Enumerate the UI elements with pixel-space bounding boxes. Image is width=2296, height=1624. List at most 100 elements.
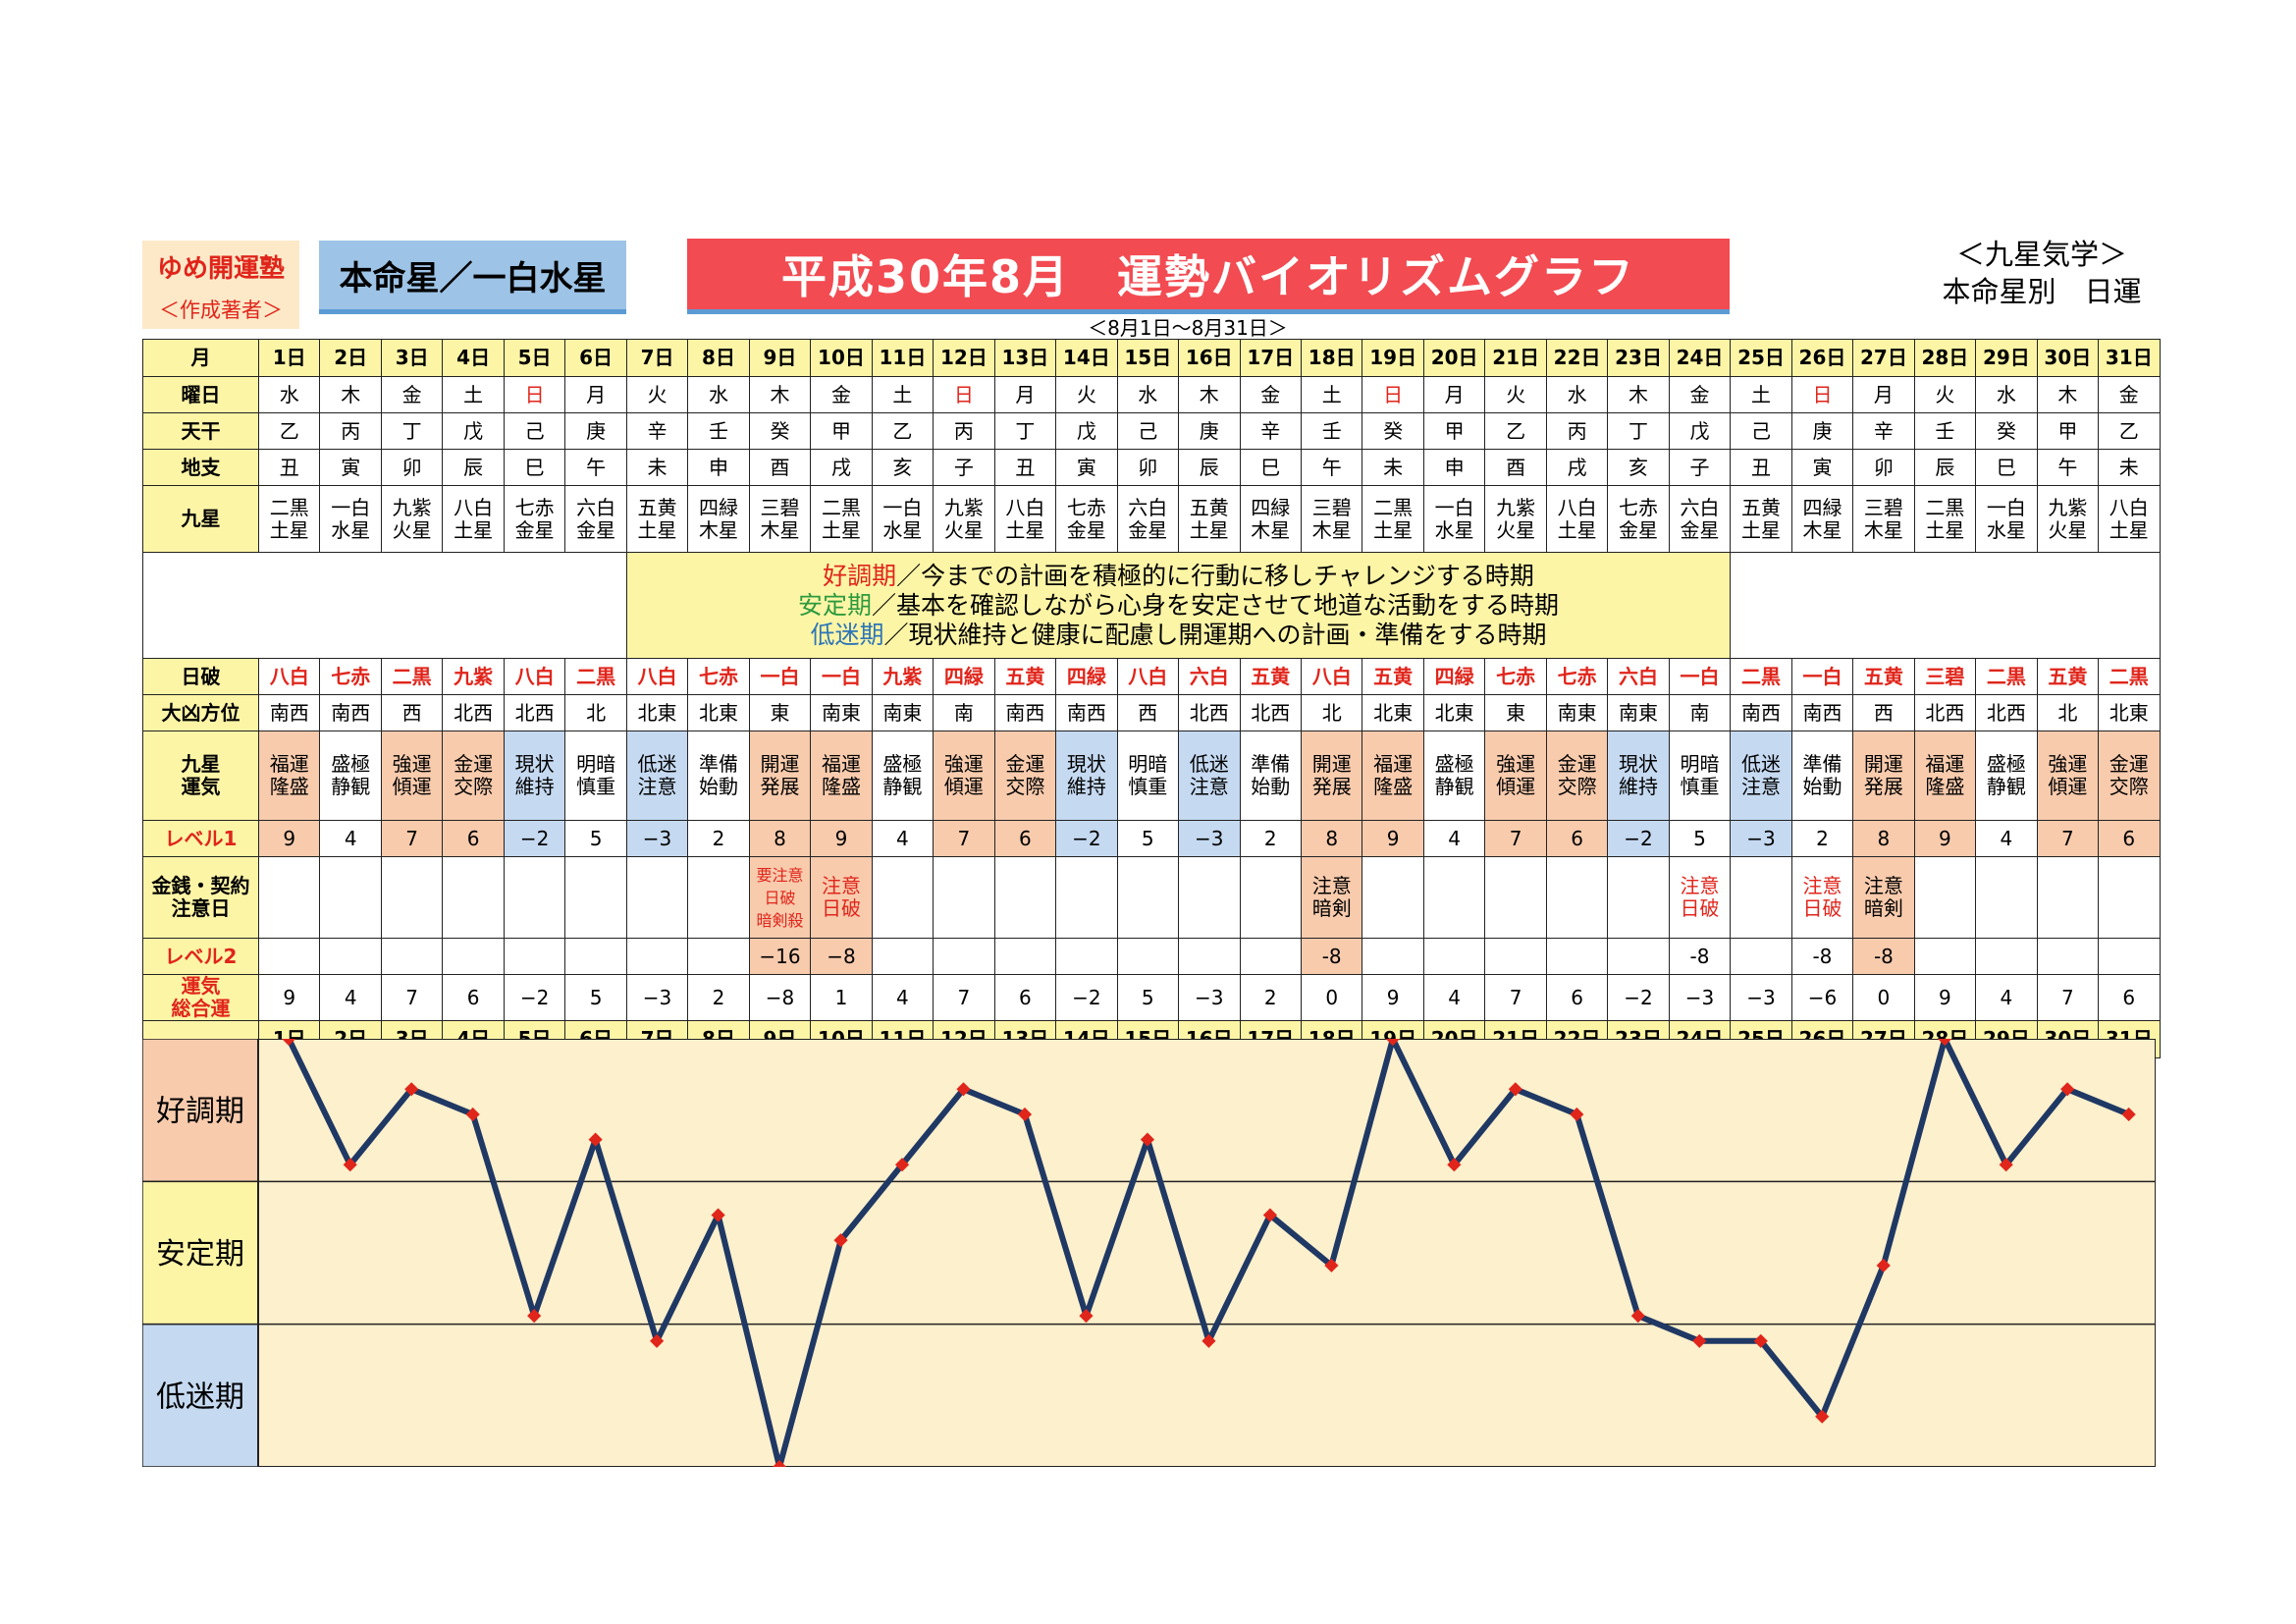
- tenkan: 乙: [1506, 418, 1526, 443]
- chishi: 子: [1689, 455, 1710, 479]
- day-cell: 9: [810, 820, 873, 857]
- kyusei-element: 木星: [1802, 517, 1842, 542]
- kiun-bottom: 注意: [1189, 775, 1229, 798]
- nippa-star: 八白: [514, 664, 555, 688]
- day-cell: 15日: [1116, 339, 1180, 377]
- day-cell: [442, 856, 505, 939]
- day-header: 13日: [1001, 346, 1049, 369]
- kiun-top: 福運: [1925, 752, 1965, 776]
- day-cell: 21日: [1484, 339, 1547, 377]
- kyusei-element: 土星: [1557, 517, 1597, 542]
- kinsen-line2: 日破: [821, 896, 861, 920]
- day-cell: 卯: [1116, 449, 1180, 486]
- total-value: −2: [1624, 985, 1653, 1009]
- day-cell: 盛極 静観: [871, 731, 934, 821]
- day-header: 7日: [640, 346, 674, 369]
- kyusei-element: 木星: [1311, 517, 1352, 542]
- daikyo-direction: 北: [586, 700, 607, 725]
- level1-value: 8: [1877, 826, 1891, 850]
- row-label-text: レベル2: [164, 944, 238, 968]
- day-cell: [380, 856, 444, 939]
- nippa-star: 二黒: [392, 664, 432, 688]
- day-cell: [2098, 938, 2161, 975]
- day-cell: 7: [2036, 820, 2100, 857]
- day-cell: 辰: [1913, 449, 1977, 486]
- weekday: 金: [2118, 382, 2139, 406]
- kiun-top: 強運: [943, 752, 984, 776]
- day-cell: [1484, 856, 1547, 939]
- day-cell: 六白 金星: [564, 485, 627, 553]
- day-cell: 卯: [380, 449, 444, 486]
- day-cell: 6: [442, 974, 505, 1021]
- day-cell: 南: [933, 694, 995, 731]
- kyusei-star: 三碧: [760, 495, 800, 519]
- day-cell: 七赤 金星: [1055, 485, 1118, 553]
- day-cell: 南東: [1607, 694, 1670, 731]
- day-header: 12日: [939, 346, 988, 369]
- level1-value: 9: [1386, 826, 1400, 850]
- nippa-star: 三碧: [1925, 664, 1965, 688]
- kiun-bottom: 傾運: [392, 775, 432, 798]
- day-cell: [1975, 938, 2038, 975]
- day-cell: 7: [1484, 974, 1547, 1021]
- day-cell: 8: [1300, 820, 1363, 857]
- day-cell: 12日: [933, 339, 995, 377]
- day-cell: 午: [1300, 449, 1363, 486]
- day-cell: 二黒 土星: [1913, 485, 1977, 553]
- kiun-bottom: 隆盛: [269, 775, 309, 798]
- day-cell: 盛極 静観: [319, 731, 382, 821]
- day-header: 1日: [272, 346, 306, 369]
- day-cell: 戊: [1055, 412, 1118, 450]
- day-cell: 北: [2036, 694, 2100, 731]
- kiun-bottom: 発展: [760, 775, 800, 798]
- day-cell: −2: [1607, 974, 1670, 1021]
- tenkan: 辛: [647, 418, 667, 443]
- kyusei-element: 水星: [1986, 517, 2026, 542]
- nippa-star: 五黄: [1373, 664, 1414, 688]
- chishi: 午: [586, 455, 607, 479]
- weekday: 火: [1506, 382, 1526, 406]
- day-cell: 26日: [1790, 339, 1854, 377]
- data-point: [1570, 1107, 1584, 1122]
- day-cell: −3: [625, 974, 689, 1021]
- day-cell: 日: [503, 376, 566, 413]
- total-value: 1: [834, 985, 848, 1009]
- day-cell: 1日: [257, 339, 321, 377]
- tenkan: 壬: [1935, 418, 1955, 443]
- day-cell: [1607, 856, 1670, 939]
- day-cell: [2036, 856, 2100, 939]
- day-cell: 五黄: [1362, 658, 1424, 695]
- day-cell: 南西: [257, 694, 321, 731]
- day-cell: [871, 938, 934, 975]
- day-cell: 五黄 土星: [1730, 485, 1792, 553]
- kyusei-element: 木星: [699, 517, 739, 542]
- daikyo-direction: 北西: [1189, 700, 1229, 725]
- day-cell: 七赤: [1484, 658, 1547, 695]
- kyusei-star: 四緑: [1802, 495, 1842, 519]
- nippa-star: 四緑: [1066, 664, 1106, 688]
- tenkan: 戊: [1689, 418, 1710, 443]
- kyusei-star: 一白: [882, 495, 923, 519]
- weekday: 水: [1567, 382, 1587, 406]
- day-cell: 木: [1178, 376, 1241, 413]
- kiun-top: 明暗: [1128, 752, 1168, 776]
- day-cell: 北東: [687, 694, 750, 731]
- daikyo-direction: 南西: [331, 700, 371, 725]
- kyusei-star: 二黒: [269, 495, 309, 519]
- kyusei-star: 二黒: [1373, 495, 1414, 519]
- day-cell: [1116, 938, 1180, 975]
- day-cell: 13日: [993, 339, 1057, 377]
- day-cell: 9: [257, 820, 321, 857]
- kyusei-element: 水星: [331, 517, 371, 542]
- daikyo-direction: 西: [1138, 700, 1158, 725]
- band-label-bg: [142, 1323, 259, 1467]
- kyusei-star: 六白: [576, 495, 616, 519]
- weekday: 水: [1138, 382, 1158, 406]
- day-cell: -8: [1300, 938, 1363, 975]
- day-cell: 八白: [1116, 658, 1180, 695]
- level1-value: 5: [589, 826, 603, 850]
- kinsen-line2: 日破: [764, 888, 796, 907]
- day-cell: 南西: [1055, 694, 1118, 731]
- kiun-top: 低迷: [1740, 752, 1781, 776]
- day-cell: 水: [1975, 376, 2038, 413]
